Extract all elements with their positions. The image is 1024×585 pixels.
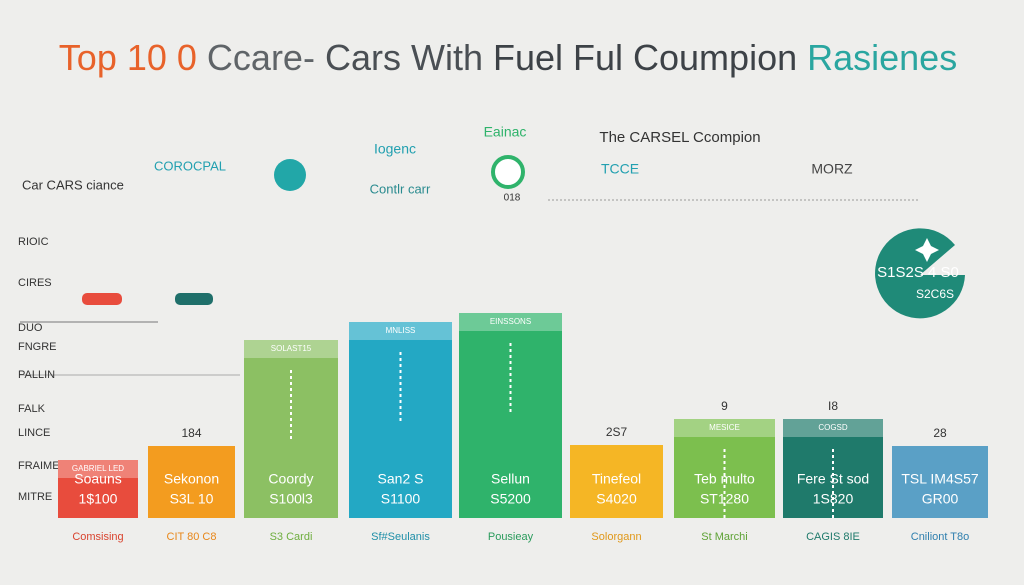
bar-top: 184: [181, 426, 201, 440]
bar-header-text: GABRIEL LED: [72, 464, 124, 473]
badge-icon: [915, 238, 939, 262]
bar-top: 2S7: [606, 425, 628, 439]
icon: [274, 159, 306, 191]
bar-header-text: MNLISS: [386, 326, 416, 335]
bar-label: Sf#Seulanis: [371, 531, 430, 543]
title-part: Fuel Ful Coumpion: [493, 37, 797, 78]
callout: Eainac: [484, 124, 527, 140]
bar-label: Cniliont T8o: [911, 531, 970, 543]
bar-header: [783, 419, 883, 437]
bar-name: Coordy: [268, 471, 313, 487]
bar-name: Fere St sod: [797, 471, 869, 487]
bar-label: S3 Cardi: [270, 531, 313, 543]
callout: TCCE: [601, 161, 639, 177]
bar-header: [244, 340, 338, 358]
row-label: DUO: [18, 322, 43, 334]
row-label: FALK: [18, 403, 46, 415]
left-heading: Car CARS ciance: [22, 177, 124, 192]
callout: COROCPAL: [154, 158, 226, 173]
bar: [58, 460, 138, 518]
bar-header-text: COGSD: [818, 423, 848, 432]
bar-price: GR00: [922, 491, 959, 507]
bar-header-text: EINSSONS: [490, 317, 531, 326]
bar-price: S5200: [490, 491, 531, 507]
bar-label: Solorgann: [591, 531, 641, 543]
title-part: Top 10 0: [59, 37, 197, 78]
bar-price: 1$100: [79, 491, 118, 507]
bar-price: S100l3: [269, 491, 313, 507]
bar: [244, 340, 338, 518]
bar-top: 28: [933, 426, 947, 440]
callout: 018: [504, 193, 521, 204]
callout: The CARSEL Ccompion: [599, 129, 760, 146]
car-icon: [82, 293, 122, 305]
bar-header: [349, 322, 452, 340]
bar-label: Pousieay: [488, 531, 534, 543]
row-label: PALLIN: [18, 369, 55, 381]
bar: [892, 446, 988, 518]
badge-text: S1S2S 4 S0: [877, 264, 959, 281]
title-part: Rasienes: [807, 37, 957, 78]
bar-header: [674, 419, 775, 437]
bar-name: San2 S: [378, 471, 424, 487]
row-label: FRAIME: [18, 460, 60, 472]
row-label: FNGRE: [18, 341, 57, 353]
bar-label: CAGIS 8IE: [806, 531, 860, 543]
bar-top: I8: [828, 399, 838, 413]
bar-header: [58, 460, 138, 478]
bar-name: TSL IM4S57: [901, 471, 979, 487]
row-label: MITRE: [18, 491, 52, 503]
row-label: LINCE: [18, 427, 50, 439]
callout: Iogenc: [374, 141, 416, 157]
bar-name: Teb multo: [694, 471, 755, 487]
bar-top: 9: [721, 399, 728, 413]
title-part: Ccare-: [207, 37, 315, 78]
bar-header: [459, 313, 562, 331]
bar-price: S1100: [381, 491, 421, 507]
car-icon: [175, 293, 213, 305]
bar-header-text: SOLAST15: [271, 344, 312, 353]
callout: MORZ: [811, 161, 853, 177]
badge-text: S2C6S: [916, 287, 954, 301]
bar: [570, 445, 663, 518]
badge: [875, 228, 965, 319]
bar-label: St Marchi: [701, 531, 747, 543]
bar-price: ST1280: [700, 491, 749, 507]
bar-price: S4020: [596, 491, 637, 507]
bar-name: Soauns: [74, 471, 121, 487]
bar-price: S3L 10: [170, 491, 214, 507]
bar: [148, 446, 235, 518]
row-label: RIOIC: [18, 236, 49, 248]
callout: Contlr carr: [370, 181, 431, 196]
bar: [459, 313, 562, 518]
icon: [491, 155, 525, 189]
bar-name: Sekonon: [164, 471, 219, 487]
title-part: Cars With: [325, 37, 483, 78]
bar-label: Comsising: [72, 531, 123, 543]
bar-price: 1S820: [813, 491, 854, 507]
row-label: CIRES: [18, 277, 52, 289]
bar-name: Sellun: [491, 471, 530, 487]
title: Top 10 0 Ccare- Cars With Fuel Ful Coumpion…: [59, 37, 957, 78]
bar-name: Tinefeol: [592, 471, 641, 487]
bar-label: CIT 80 C8: [167, 531, 217, 543]
bar-header-text: MESICE: [709, 423, 740, 432]
